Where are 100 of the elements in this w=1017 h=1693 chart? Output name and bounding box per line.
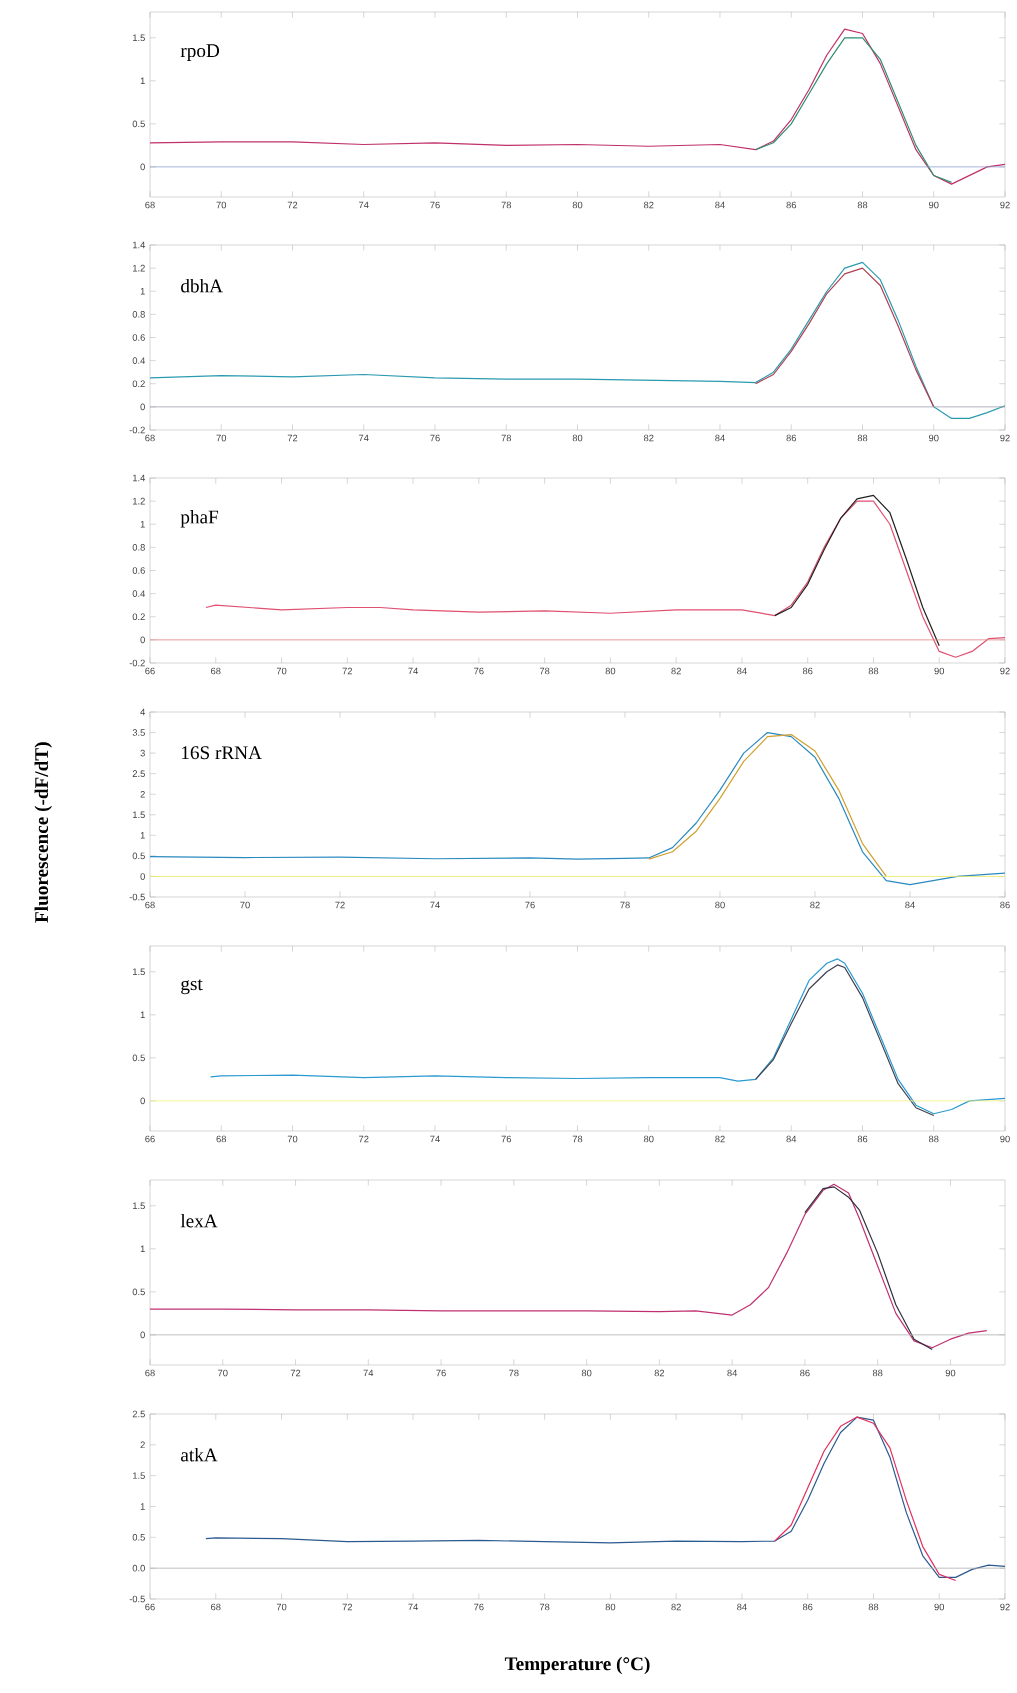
x-tick-label: 78 (501, 434, 512, 442)
y-tick-label: 0 (140, 403, 145, 411)
y-tick-label: 4 (140, 708, 146, 716)
y-tick-label: 2 (140, 1441, 145, 1449)
x-tick-label: 82 (810, 901, 820, 909)
y-tick-label: 1 (140, 1245, 145, 1253)
x-tick-label: 80 (605, 667, 616, 675)
line-series (755, 267, 935, 408)
y-tick-label: 1 (140, 832, 145, 839)
x-tick-label: 76 (525, 901, 535, 909)
x-tick-label: 74 (430, 901, 440, 909)
x-tick-label: 70 (218, 1369, 228, 1377)
x-tick-label: 78 (501, 201, 512, 209)
x-tick-label: 72 (287, 201, 298, 209)
x-tick-label: 70 (287, 1135, 298, 1143)
x-tick-label: 84 (905, 901, 915, 909)
x-tick-label: 70 (276, 1603, 287, 1611)
y-tick-label: 0.0 (132, 1564, 145, 1572)
x-tick-label: 88 (928, 1135, 939, 1143)
y-tick-label: 2.5 (132, 1410, 145, 1418)
x-tick-label: 78 (620, 901, 630, 909)
x-tick-label: 90 (1000, 1135, 1010, 1143)
y-tick-label: 0 (140, 636, 145, 644)
annotation: atkA (181, 1447, 218, 1462)
y-tick-label: 0 (140, 163, 145, 171)
x-tick-label: 84 (737, 667, 747, 675)
y-tick-label: 1.5 (133, 811, 145, 819)
x-tick-label: 78 (539, 1603, 550, 1611)
annotation: rpoD (180, 44, 220, 62)
x-tick-label: 72 (335, 901, 345, 909)
x-tick-label: 86 (802, 667, 813, 675)
y-tick-label: 0.8 (132, 544, 145, 551)
y-tick-label: 1.5 (133, 34, 145, 42)
x-tick-label: 80 (572, 201, 583, 209)
x-tick-label: 76 (501, 1135, 512, 1143)
x-tick-label: 74 (430, 1135, 440, 1143)
y-tick-label: 1.4 (133, 474, 146, 482)
y-tick-label: 0.5 (132, 120, 145, 128)
y-tick-label: 1 (140, 288, 145, 295)
x-tick-label: 86 (800, 1369, 810, 1377)
y-tick-label: -0.2 (129, 659, 145, 667)
x-tick-label: 74 (363, 1369, 374, 1377)
x-tick-label: 80 (643, 1135, 654, 1143)
y-tick-label: 1.2 (133, 497, 145, 505)
x-tick-label: 66 (145, 1135, 155, 1143)
x-tick-label: 88 (857, 434, 868, 442)
y-tick-label: 2 (140, 790, 145, 798)
y-tick-label: 1 (140, 521, 145, 528)
x-tick-label: 76 (474, 1603, 484, 1611)
y-tick-label: 0.2 (132, 613, 145, 621)
x-tick-label: 66 (145, 1603, 155, 1611)
line-series (774, 494, 940, 647)
x-tick-label: 92 (1000, 1603, 1010, 1611)
x-tick-label: 80 (605, 1603, 616, 1611)
x-tick-label: 88 (868, 667, 879, 675)
x-tick-label: 74 (408, 1603, 418, 1611)
x-tick-label: 72 (290, 1369, 301, 1377)
x-tick-label: 90 (934, 1603, 945, 1611)
y-tick-label: 0.6 (132, 567, 145, 574)
x-tick-label: 84 (737, 1603, 747, 1611)
y-axis-title: Fluorescence (-dF/dT) (34, 742, 52, 923)
line-series (755, 37, 953, 183)
x-tick-label: 80 (581, 1369, 592, 1377)
x-tick-label: 80 (715, 901, 725, 909)
annotation: gst (181, 979, 203, 995)
y-tick-label: 1.5 (133, 968, 145, 976)
line-series (648, 734, 887, 878)
x-tick-label: 84 (727, 1369, 738, 1377)
x-tick-label: 92 (1000, 667, 1010, 675)
x-tick-label: 72 (342, 1603, 353, 1611)
x-tick-label: 84 (786, 1135, 797, 1143)
x-tick-label: 76 (474, 667, 484, 675)
x-tick-label: 88 (857, 201, 868, 209)
y-tick-label: 0.6 (132, 334, 145, 341)
y-tick-label: 1.2 (133, 264, 145, 272)
x-tick-label: 82 (643, 434, 654, 442)
x-tick-label: 80 (572, 434, 583, 442)
x-tick-label: 74 (408, 667, 418, 675)
y-tick-label: 0.4 (132, 357, 146, 364)
x-tick-label: 78 (509, 1369, 519, 1377)
x-tick-label: 74 (359, 201, 369, 209)
x-tick-label: 82 (715, 1135, 725, 1143)
x-tick-label: 82 (671, 1603, 681, 1611)
y-tick-label: 1 (140, 77, 145, 85)
x-tick-label: 68 (145, 1369, 155, 1377)
line-series (774, 1416, 957, 1582)
y-tick-label: 1.4 (133, 241, 146, 249)
y-tick-label: 0.4 (132, 590, 146, 597)
y-tick-label: 3.5 (132, 729, 145, 736)
x-tick-label: 92 (1000, 434, 1010, 442)
x-tick-label: 66 (145, 667, 155, 675)
x-tick-label: 82 (643, 201, 654, 209)
line-series (755, 964, 935, 1117)
x-tick-label: 76 (436, 1369, 446, 1377)
x-tick-label: 78 (539, 667, 550, 675)
x-tick-label: 88 (872, 1369, 883, 1377)
y-tick-label: -0.5 (129, 1595, 145, 1603)
x-tick-label: 68 (211, 667, 221, 675)
x-tick-label: 74 (359, 434, 369, 442)
x-tick-label: 86 (857, 1135, 868, 1143)
